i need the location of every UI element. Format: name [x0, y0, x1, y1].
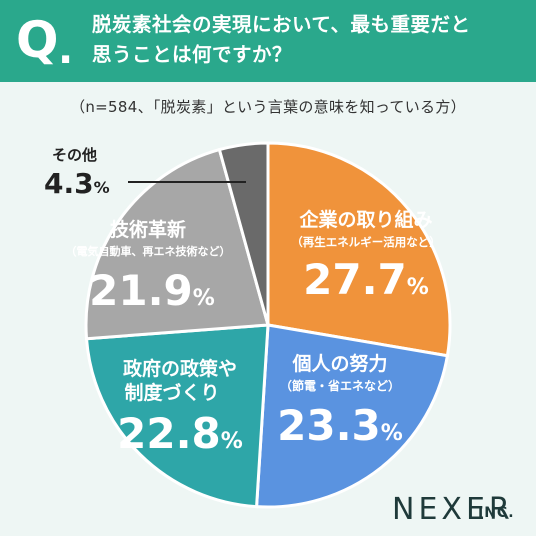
value-policy-unit: %: [221, 429, 243, 454]
nexer-logo-suffix: INC.: [478, 505, 515, 521]
sublabel-corporate: （再生エネルギー活用など）: [291, 235, 441, 249]
pie-slice-tech: [84, 147, 270, 341]
nexer-logo: NEXER: [392, 492, 514, 527]
label-personal: 個人の努力: [291, 352, 387, 375]
pie-slice-corporate: [266, 141, 452, 358]
value-personal: 23.3%: [277, 401, 403, 450]
question-text: 脱炭素社会の実現において、最も重要だと 思うことは何ですか？: [92, 10, 522, 70]
value-corporate-unit: %: [407, 275, 429, 300]
pie-slice-policy: [84, 323, 270, 509]
value-tech: 21.9%: [89, 266, 215, 315]
sublabel-personal: （節電・省エネなど）: [280, 378, 400, 393]
label-policy-line2: 制度づくり: [124, 381, 219, 404]
value-tech-unit: %: [193, 286, 215, 311]
value-personal-number: 23.3: [277, 401, 381, 450]
value-policy: 22.8%: [117, 409, 243, 458]
sample-note: （n=584、「脱炭素」という言葉の意味を知っている方）: [70, 98, 466, 116]
value-corporate: 27.7%: [303, 255, 429, 304]
pie-slice-other: [217, 141, 270, 326]
value-corporate-number: 27.7: [303, 255, 407, 304]
value-other-number: 4.3: [44, 167, 94, 200]
question-line-2: 思うことは何ですか？: [92, 43, 293, 66]
pie-slice-personal: [254, 323, 450, 509]
value-other-unit: %: [94, 178, 110, 197]
sublabel-tech: （電気自動車、再エネ技術など）: [66, 244, 231, 258]
label-tech: 技術革新: [110, 218, 186, 241]
question-line-1: 脱炭素社会の実現において、最も重要だと: [92, 13, 471, 36]
label-policy-line1: 政府の政策や: [123, 357, 237, 380]
label-corporate: 企業の取り組み: [298, 208, 432, 231]
value-other: 4.3%: [44, 167, 110, 200]
header-banner: Q . 脱炭素社会の実現において、最も重要だと 思うことは何ですか？: [0, 0, 536, 82]
q-dot: .: [58, 27, 74, 73]
value-policy-number: 22.8: [117, 409, 221, 458]
value-tech-number: 21.9: [89, 266, 193, 315]
q-letter: Q: [16, 11, 59, 69]
label-other: その他: [52, 146, 97, 164]
value-personal-unit: %: [381, 421, 403, 446]
